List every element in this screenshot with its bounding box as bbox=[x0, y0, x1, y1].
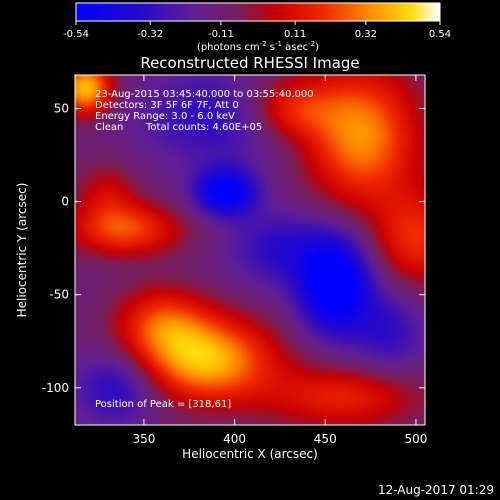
heatmap-image bbox=[75, 75, 425, 425]
x-tick-label: 450 bbox=[314, 432, 337, 446]
y-axis: 50 0 -50 -100 bbox=[42, 102, 425, 395]
y-tick-label: -100 bbox=[42, 381, 69, 395]
x-axis: 350 400 450 500 bbox=[132, 75, 427, 446]
x-tick-label: 500 bbox=[404, 432, 427, 446]
annotation-time-range: 23-Aug-2015 03:45:40.000 to 03:55:40.000 bbox=[95, 89, 314, 100]
colorbar-tick-label: 0.54 bbox=[429, 29, 451, 40]
annotation-algorithm: Clean bbox=[95, 122, 123, 133]
y-tick-label: 50 bbox=[54, 102, 69, 116]
colorbar-tick-label: 0.32 bbox=[355, 29, 377, 40]
x-axis-label: Heliocentric X (arcsec) bbox=[182, 447, 318, 461]
y-tick-label: 0 bbox=[61, 195, 69, 209]
colorbar-unit-label: (photons cm-2 s-1 asec-2) bbox=[197, 40, 319, 53]
colorbar-tick-label: 0.11 bbox=[284, 29, 306, 40]
colorbar-gradient bbox=[76, 3, 440, 21]
y-axis-label: Heliocentric Y (arcsec) bbox=[15, 183, 29, 318]
x-tick-label: 400 bbox=[223, 432, 246, 446]
annotation-detectors: Detectors: 3F 5F 6F 7F, Att 0 bbox=[95, 100, 239, 111]
colorbar: -0.54 -0.32 -0.11 0.11 0.32 0.54 (photons cm-… bbox=[63, 2, 451, 53]
annotation-energy: Energy Range: 3.0 - 6.0 keV bbox=[95, 111, 235, 122]
plot-frame bbox=[74, 74, 426, 426]
annotation-peak-position: Position of Peak = [318,61] bbox=[95, 399, 231, 410]
y-tick-label: -50 bbox=[49, 288, 69, 302]
colorbar-tick-label: -0.11 bbox=[208, 29, 234, 40]
colorbar-tick-label: -0.32 bbox=[137, 29, 163, 40]
chart-title: Reconstructed RHESSI Image bbox=[140, 54, 359, 72]
colorbar-ticks: -0.54 -0.32 -0.11 0.11 0.32 0.54 bbox=[63, 21, 451, 40]
colorbar-tick-label: -0.54 bbox=[63, 29, 89, 40]
annotation-block: 23-Aug-2015 03:45:40.000 to 03:55:40.000… bbox=[95, 89, 314, 133]
x-tick-label: 350 bbox=[132, 432, 155, 446]
footer-timestamp: 12-Aug-2017 01:29 bbox=[378, 483, 494, 497]
colorbar-frame bbox=[75, 2, 441, 22]
annotation-total-counts: Total counts: 4.60E+05 bbox=[145, 122, 262, 133]
